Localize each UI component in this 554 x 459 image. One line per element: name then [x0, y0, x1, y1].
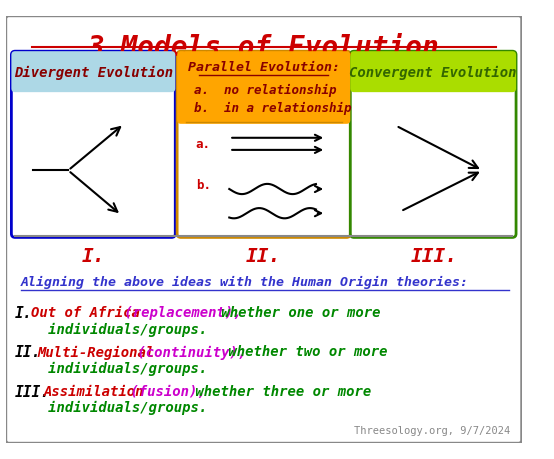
- FancyBboxPatch shape: [6, 16, 522, 443]
- Text: Convergent Evolution: Convergent Evolution: [350, 66, 517, 80]
- FancyBboxPatch shape: [350, 51, 516, 92]
- FancyBboxPatch shape: [177, 51, 350, 124]
- Text: I.: I.: [15, 306, 33, 321]
- Text: a.: a.: [196, 138, 211, 151]
- FancyBboxPatch shape: [350, 51, 516, 237]
- Text: Out of Africa: Out of Africa: [31, 306, 140, 320]
- FancyBboxPatch shape: [12, 51, 175, 92]
- FancyBboxPatch shape: [177, 51, 350, 237]
- Text: b.  in a relationship: b. in a relationship: [194, 101, 351, 115]
- Text: b.: b.: [196, 179, 211, 192]
- Text: II.: II.: [15, 346, 42, 360]
- Text: (continuity),: (continuity),: [129, 346, 246, 359]
- Text: Assimilation: Assimilation: [44, 385, 145, 398]
- Text: individuals/groups.: individuals/groups.: [23, 401, 207, 415]
- Text: whether one or more: whether one or more: [213, 306, 381, 320]
- Text: a.  no relationship: a. no relationship: [194, 84, 336, 97]
- Text: III.: III.: [411, 246, 458, 266]
- Text: individuals/groups.: individuals/groups.: [23, 362, 207, 376]
- Text: II.: II.: [246, 246, 281, 266]
- Text: I.: I.: [81, 246, 105, 266]
- Text: Parallel Evolution:: Parallel Evolution:: [188, 62, 340, 74]
- Text: Multi-Regional: Multi-Regional: [38, 346, 155, 359]
- Text: 3 Models of Evolution: 3 Models of Evolution: [88, 34, 439, 62]
- Text: whether two or more: whether two or more: [220, 346, 387, 359]
- Text: Divergent Evolution: Divergent Evolution: [14, 66, 173, 80]
- Text: whether three or more: whether three or more: [187, 385, 372, 398]
- Text: Aligning the above ideas with the Human Origin theories:: Aligning the above ideas with the Human …: [20, 275, 469, 289]
- FancyBboxPatch shape: [12, 51, 175, 237]
- Text: III.: III.: [15, 385, 50, 399]
- Text: individuals/groups.: individuals/groups.: [23, 323, 207, 337]
- Text: Threesology.org, 9/7/2024: Threesology.org, 9/7/2024: [354, 426, 510, 436]
- Text: (fusion),: (fusion),: [122, 385, 206, 398]
- Text: (replacement),: (replacement),: [116, 306, 242, 320]
